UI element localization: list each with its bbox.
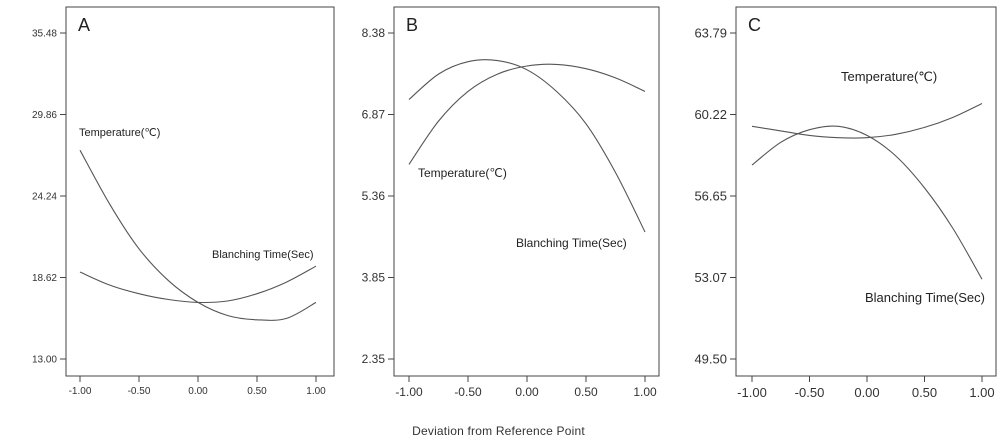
y-tick-label: 13.00 [32, 355, 57, 366]
y-tick-label: 60.22 [694, 107, 727, 122]
x-tick-label: 0.00 [188, 386, 208, 397]
panel-label: A [78, 15, 90, 35]
y-tick-label: 3.85 [362, 271, 386, 285]
x-tick-label: 1.00 [306, 386, 326, 397]
y-tick-label: 63.79 [694, 26, 727, 41]
panel-label: C [748, 15, 761, 35]
y-tick-label: 29.86 [32, 110, 57, 121]
plot-frame [735, 6, 997, 377]
x-tick-label: 0.00 [854, 385, 879, 400]
y-tick-label: 53.07 [694, 270, 727, 285]
y-tick-label: 6.87 [362, 108, 386, 122]
series-blanching-time-label: Blanching Time(Sec) [516, 236, 627, 250]
x-tick-label: 1.00 [633, 385, 657, 399]
panel-b: B -1.00 -0.50 0.00 0.50 1.00 2.35 3.85 5.36 6.87 8… [362, 6, 660, 399]
series-temperature-line [408, 63, 646, 165]
panel-label: B [406, 15, 418, 35]
x-tick-label: -1.00 [69, 386, 92, 397]
x-tick-label: 0.50 [247, 386, 267, 397]
plot-frame [65, 6, 335, 377]
x-tick-label: 0.50 [912, 385, 937, 400]
x-tick-label: 0.00 [515, 385, 539, 399]
x-tick-label: 1.00 [969, 385, 994, 400]
plot-frame [393, 6, 660, 377]
panel-a: A -1.00 -0.50 0.00 0.50 1.00 13.00 18.62 24.24 29… [32, 6, 335, 397]
y-tick-label: 35.48 [32, 29, 57, 40]
panel-c: C -1.00 -0.50 0.00 0.50 1.00 49.50 53.07 56.65 60… [694, 6, 997, 400]
x-tick-label: -1.00 [737, 385, 767, 400]
x-axis-label: Deviation from Reference Point [412, 424, 585, 438]
series-blanching-time-label: Blanching Time(Sec) [865, 290, 985, 305]
x-tick-label: -0.50 [128, 386, 151, 397]
series-temperature-label: Temperature(℃) [79, 127, 160, 139]
series-temperature-line [751, 103, 983, 139]
y-tick-label: 8.38 [362, 26, 386, 40]
series-blanching-time-line [79, 265, 317, 304]
series-blanching-time-line [751, 125, 983, 280]
x-tick-label: -1.00 [395, 385, 423, 399]
y-tick-label: 49.50 [694, 352, 727, 367]
series-temperature-line [79, 149, 317, 321]
y-tick-label: 2.35 [362, 352, 386, 366]
series-blanching-time-line [408, 59, 646, 233]
y-tick-label: 18.62 [32, 273, 57, 284]
series-temperature-label: Temperature(℃) [418, 166, 507, 180]
y-tick-label: 24.24 [32, 192, 57, 203]
series-blanching-time-label: Blanching Time(Sec) [212, 249, 314, 261]
x-tick-label: -0.50 [454, 385, 482, 399]
y-tick-label: 5.36 [362, 189, 386, 203]
y-tick-label: 56.65 [694, 189, 727, 204]
x-tick-label: 0.50 [574, 385, 598, 399]
x-tick-label: -0.50 [795, 385, 825, 400]
series-temperature-label: Temperature(℃) [841, 69, 937, 84]
